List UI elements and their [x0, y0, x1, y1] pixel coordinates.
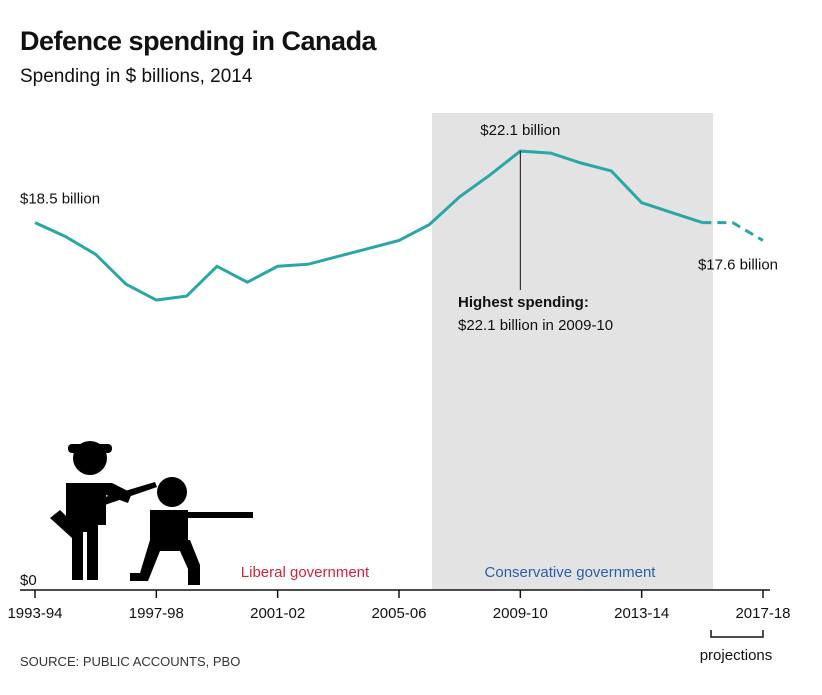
value-label: $18.5 billion: [20, 191, 100, 208]
x-tick-label: 1997-98: [129, 605, 184, 622]
conservative-label: Conservative government: [485, 564, 657, 581]
value-label: $17.6 billion: [698, 256, 778, 273]
projections-bracket: [710, 630, 764, 638]
chart-subtitle: Spending in $ billions, 2014: [20, 66, 253, 87]
annotation-text: $22.1 billion in 2009-10: [458, 317, 613, 334]
projections-label: projections: [700, 647, 773, 664]
chart-title: Defence spending in Canada: [20, 26, 378, 56]
conservative-period: [432, 113, 713, 590]
y-tick-label: $0: [20, 572, 37, 589]
x-tick-label: 2005-06: [371, 605, 426, 622]
x-tick-label: 2017-18: [735, 605, 790, 622]
value-label: $22.1 billion: [480, 122, 560, 139]
source: SOURCE: PUBLIC ACCOUNTS, PBO: [20, 654, 240, 669]
x-tick-label: 2001-02: [250, 605, 305, 622]
x-tick-label: 1993-94: [7, 605, 62, 622]
soldier-icons: [50, 441, 253, 585]
x-tick-label: 2013-14: [614, 605, 669, 622]
annotation-title: Highest spending:: [458, 294, 589, 311]
projected-line: [702, 221, 764, 242]
line: [34, 149, 703, 302]
x-tick-label: 2009-10: [493, 605, 548, 622]
liberal-label: Liberal government: [241, 564, 370, 581]
